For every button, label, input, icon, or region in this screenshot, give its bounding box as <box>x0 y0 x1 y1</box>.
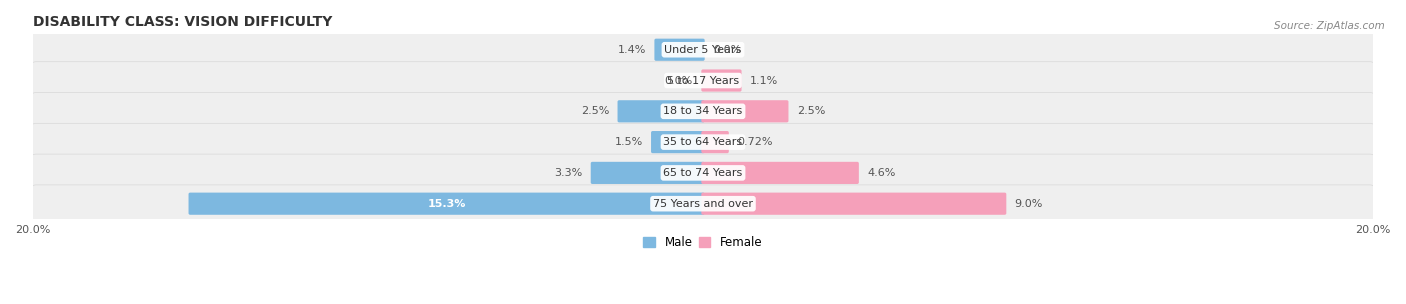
Text: 75 Years and over: 75 Years and over <box>652 199 754 209</box>
Legend: Male, Female: Male, Female <box>638 231 768 254</box>
FancyBboxPatch shape <box>591 162 704 184</box>
Text: 1.4%: 1.4% <box>617 45 645 55</box>
FancyBboxPatch shape <box>702 162 859 184</box>
FancyBboxPatch shape <box>31 154 1375 192</box>
Text: 35 to 64 Years: 35 to 64 Years <box>664 137 742 147</box>
FancyBboxPatch shape <box>31 31 1375 68</box>
Text: 0.72%: 0.72% <box>737 137 773 147</box>
Text: 0.0%: 0.0% <box>713 45 741 55</box>
FancyBboxPatch shape <box>702 193 1007 215</box>
Text: 1.1%: 1.1% <box>749 75 778 85</box>
Text: 2.5%: 2.5% <box>797 106 825 116</box>
FancyBboxPatch shape <box>654 39 704 61</box>
Text: 0.0%: 0.0% <box>665 75 693 85</box>
Text: 5 to 17 Years: 5 to 17 Years <box>666 75 740 85</box>
Text: Source: ZipAtlas.com: Source: ZipAtlas.com <box>1274 21 1385 31</box>
Text: 15.3%: 15.3% <box>427 199 465 209</box>
Text: 9.0%: 9.0% <box>1015 199 1043 209</box>
Text: 2.5%: 2.5% <box>581 106 609 116</box>
FancyBboxPatch shape <box>31 62 1375 99</box>
Text: DISABILITY CLASS: VISION DIFFICULTY: DISABILITY CLASS: VISION DIFFICULTY <box>32 15 332 29</box>
FancyBboxPatch shape <box>31 123 1375 161</box>
FancyBboxPatch shape <box>617 100 704 123</box>
Text: 18 to 34 Years: 18 to 34 Years <box>664 106 742 116</box>
Text: 1.5%: 1.5% <box>614 137 643 147</box>
FancyBboxPatch shape <box>651 131 704 153</box>
FancyBboxPatch shape <box>702 131 728 153</box>
FancyBboxPatch shape <box>31 92 1375 130</box>
FancyBboxPatch shape <box>702 100 789 123</box>
Text: 4.6%: 4.6% <box>868 168 896 178</box>
Text: 3.3%: 3.3% <box>554 168 582 178</box>
Text: 65 to 74 Years: 65 to 74 Years <box>664 168 742 178</box>
FancyBboxPatch shape <box>188 193 704 215</box>
FancyBboxPatch shape <box>31 185 1375 223</box>
Text: Under 5 Years: Under 5 Years <box>665 45 741 55</box>
FancyBboxPatch shape <box>702 69 741 92</box>
